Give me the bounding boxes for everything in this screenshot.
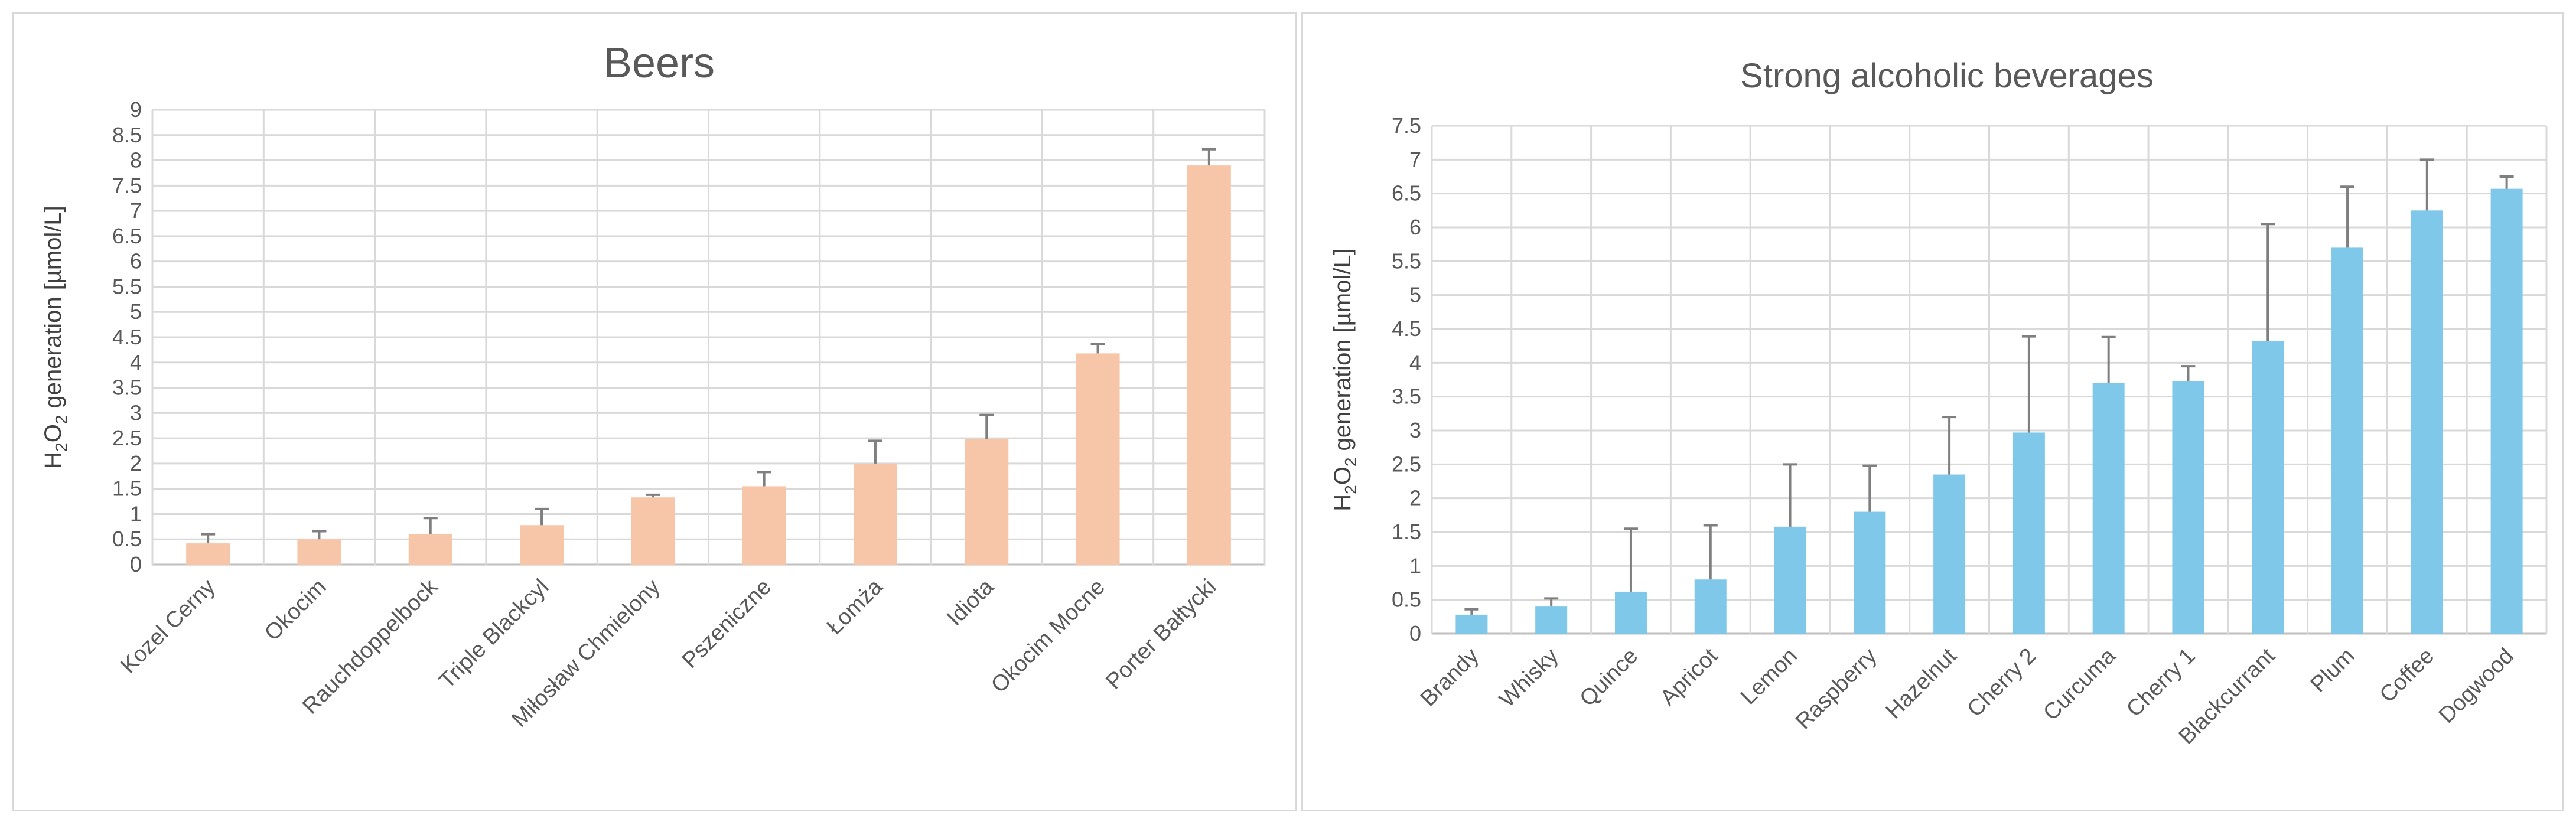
x-tick-label: Lemon — [1736, 644, 1802, 710]
y-tick-label: 0.5 — [112, 527, 142, 551]
y-tick-label: 8 — [130, 148, 142, 172]
y-tick-label: 6 — [1409, 215, 1421, 239]
y-tick-label: 3.5 — [1392, 384, 1421, 409]
bar-apricot — [1694, 579, 1727, 634]
bar-hazelnut — [1933, 474, 1966, 634]
y-tick-label: 3 — [130, 400, 142, 425]
bar-pszeniczne — [742, 486, 786, 565]
y-tick-label: 5.5 — [112, 274, 142, 298]
bar-triple-blackcyl — [520, 525, 564, 565]
y-tick-label: 3.5 — [112, 376, 142, 400]
y-tick-label: 1 — [1409, 553, 1421, 578]
bar-okocim-mocne — [1076, 353, 1120, 565]
x-tick-label: Quince — [1575, 644, 1643, 712]
x-tick-label: Cherry 1 — [2122, 644, 2200, 722]
y-tick-label: 4 — [1409, 350, 1421, 374]
x-tick-label: Okocim — [260, 575, 331, 646]
bar-idiota — [965, 439, 1009, 565]
strong-beverages-chart: Strong alcoholic beverages 0 0.5 1 1.5 2 2.5 3 3… — [1330, 57, 2548, 749]
y-tick-label: 7.5 — [112, 173, 142, 197]
y-tick-label: 5 — [1409, 283, 1421, 307]
bar-mi-os-aw-chmielony — [631, 497, 675, 565]
beers-chart-panel: Beers 0 0.5 1 1.5 2 2.5 3 3.5 4 4.5 5 5.5 6 6.5 7 7.5 8 8.… — [12, 12, 1297, 811]
bar-brandy — [1455, 614, 1488, 634]
y-tick-label: 8.5 — [112, 123, 142, 147]
y-tick-label: 7 — [1409, 147, 1421, 171]
y-tick-label: 5.5 — [1392, 249, 1421, 273]
bar-cherry-1 — [2172, 381, 2204, 634]
x-tick-label: Brandy — [1416, 644, 1484, 712]
x-tick-label: Idiota — [942, 574, 999, 631]
bar-okocim — [297, 539, 341, 565]
bar-quince — [1614, 591, 1647, 634]
x-tick-label: Porter Bałtycki — [1101, 575, 1221, 694]
y-tick-label: 2.5 — [1392, 452, 1421, 476]
x-tick-label: Okocim Mocne — [986, 575, 1110, 698]
bar-kozel-cerny — [186, 543, 230, 565]
bar-curcuma — [2092, 383, 2125, 634]
y-tick-label: 5 — [130, 299, 142, 324]
bar-raspberry — [1854, 511, 1886, 634]
y-tick-label: 9 — [130, 97, 142, 122]
y-tick-label: 2 — [130, 451, 142, 475]
x-tick-label: Pszeniczne — [678, 575, 776, 673]
y-tick-label: 2.5 — [112, 426, 142, 450]
y-tick-label: 6.5 — [1392, 181, 1421, 206]
chart-title: Beers — [604, 40, 715, 87]
y-tick-label: 7.5 — [1392, 113, 1421, 138]
y-tick-label: 0 — [1409, 621, 1421, 645]
x-tick-label: Plum — [2305, 644, 2359, 697]
bar-lemon — [1774, 526, 1806, 634]
bar-porter-ba-tycki — [1187, 165, 1231, 565]
x-tick-label: Hazelnut — [1881, 643, 1962, 723]
x-tick-label: Apricot — [1656, 643, 1723, 710]
y-tick-label: 1.5 — [1392, 520, 1421, 544]
y-tick-label: 4.5 — [1392, 317, 1421, 341]
x-tick-label: Curcuma — [2038, 643, 2121, 725]
y-tick-label: 0 — [130, 552, 142, 576]
y-tick-label: 6 — [130, 249, 142, 273]
y-tick-label: 1.5 — [112, 477, 142, 501]
bar--om-a — [853, 463, 897, 565]
x-tick-label: Kozel Cerny — [116, 575, 220, 679]
y-tick-label: 1 — [130, 501, 142, 526]
y-tick-label: 2 — [1409, 486, 1421, 510]
bar-coffee — [2411, 210, 2443, 634]
y-tick-label: 3 — [1409, 418, 1421, 442]
x-tick-label: Cherry 2 — [1963, 644, 2041, 722]
strong-beverages-chart-panel: Strong alcoholic beverages 0 0.5 1 1.5 2 2.5 3 3… — [1301, 12, 2564, 811]
chart-title: Strong alcoholic beverages — [1740, 57, 2154, 95]
bar-plum — [2331, 247, 2364, 634]
bar-dogwood — [2490, 188, 2523, 634]
x-tick-label: Dogwood — [2434, 644, 2519, 728]
x-tick-label: Triple Blackcyl — [435, 575, 554, 694]
y-tick-label: 0.5 — [1392, 588, 1421, 612]
y-axis-label: H2O2 generation [µmol/L] — [1330, 248, 1360, 511]
x-tick-label: Łomża — [822, 574, 888, 640]
bar-rauchdoppelbock — [408, 534, 452, 565]
y-tick-label: 4.5 — [112, 325, 142, 349]
y-tick-label: 6.5 — [112, 224, 142, 248]
x-tick-label: Whisky — [1494, 644, 1563, 712]
y-tick-label: 7 — [130, 198, 142, 223]
bar-cherry-2 — [2012, 432, 2045, 634]
bar-whisky — [1535, 606, 1568, 634]
y-axis-label: H2O2 generation [µmol/L] — [40, 206, 70, 469]
x-tick-label: Raspberry — [1791, 644, 1882, 735]
beers-chart: Beers 00.511.522.533.544.555.566.577.588.… — [40, 40, 1266, 732]
y-tick-label: 4 — [130, 350, 142, 374]
bar-blackcurrant — [2252, 341, 2284, 634]
x-tick-label: Coffee — [2375, 644, 2439, 707]
